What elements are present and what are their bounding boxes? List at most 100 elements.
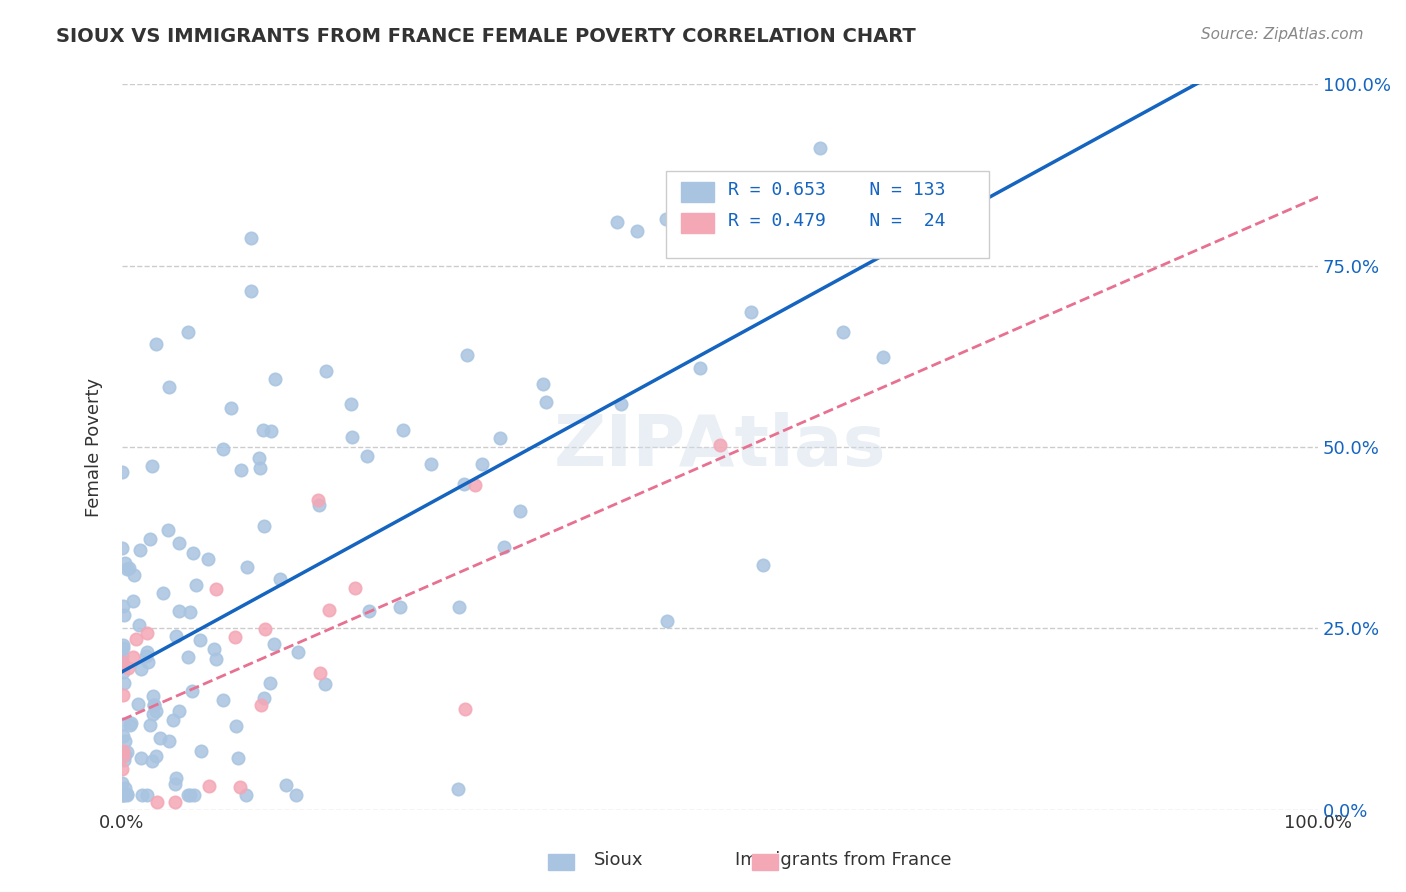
Point bbox=[314, 677, 336, 691]
Point bbox=[165, 629, 187, 643]
Point bbox=[111, 638, 134, 652]
Point bbox=[115, 745, 138, 759]
Point bbox=[212, 442, 235, 456]
Point bbox=[145, 705, 167, 719]
Point bbox=[177, 788, 200, 802]
Point bbox=[142, 698, 165, 712]
Text: R = 0.653    N = 133: R = 0.653 N = 133 bbox=[728, 180, 946, 199]
Point bbox=[488, 431, 510, 445]
Y-axis label: Female Poverty: Female Poverty bbox=[86, 377, 103, 516]
Point bbox=[139, 533, 162, 547]
Point bbox=[139, 718, 162, 732]
Point bbox=[145, 337, 167, 351]
Point bbox=[740, 305, 762, 319]
Point bbox=[141, 690, 163, 704]
Point bbox=[114, 734, 136, 748]
Point bbox=[111, 763, 134, 777]
Point bbox=[392, 423, 415, 437]
Point bbox=[117, 661, 139, 675]
Point bbox=[111, 717, 134, 731]
Point bbox=[606, 215, 628, 229]
Point bbox=[152, 586, 174, 600]
Point bbox=[156, 524, 179, 538]
Point bbox=[136, 645, 159, 659]
Point bbox=[247, 450, 270, 465]
Point bbox=[111, 776, 134, 790]
Point bbox=[388, 599, 411, 614]
Point bbox=[135, 649, 157, 664]
FancyBboxPatch shape bbox=[666, 171, 990, 259]
Point bbox=[464, 478, 486, 492]
Point bbox=[142, 698, 165, 712]
Point bbox=[249, 461, 271, 475]
Point bbox=[142, 707, 165, 722]
FancyBboxPatch shape bbox=[681, 182, 714, 202]
Point bbox=[318, 603, 340, 617]
Point bbox=[197, 552, 219, 566]
Point bbox=[263, 637, 285, 651]
Point bbox=[751, 558, 773, 572]
Point bbox=[709, 438, 731, 452]
Point bbox=[453, 477, 475, 491]
Point bbox=[141, 458, 163, 473]
Point bbox=[531, 376, 554, 391]
Point bbox=[534, 395, 557, 409]
Point bbox=[112, 753, 135, 767]
Point bbox=[111, 649, 134, 664]
Point bbox=[225, 719, 247, 733]
Point bbox=[117, 787, 139, 801]
Point bbox=[308, 498, 330, 512]
Point bbox=[128, 618, 150, 632]
Point bbox=[111, 655, 134, 669]
Point bbox=[872, 351, 894, 365]
Text: Source: ZipAtlas.com: Source: ZipAtlas.com bbox=[1201, 27, 1364, 42]
Point bbox=[832, 325, 855, 339]
Point bbox=[167, 704, 190, 718]
Point bbox=[284, 788, 307, 802]
Point bbox=[127, 698, 149, 712]
Point bbox=[165, 771, 187, 785]
Point bbox=[655, 615, 678, 629]
Point bbox=[274, 778, 297, 792]
Point bbox=[456, 348, 478, 362]
Point bbox=[145, 795, 167, 809]
Point bbox=[205, 582, 228, 596]
Point bbox=[626, 225, 648, 239]
Point bbox=[259, 676, 281, 690]
Point bbox=[115, 788, 138, 802]
Point bbox=[264, 372, 287, 386]
Point bbox=[183, 788, 205, 802]
Point bbox=[250, 698, 273, 712]
Point bbox=[340, 430, 363, 444]
Point bbox=[114, 556, 136, 570]
Point bbox=[340, 397, 363, 411]
Point bbox=[229, 780, 252, 795]
Point bbox=[122, 593, 145, 607]
Point bbox=[149, 731, 172, 745]
Point bbox=[689, 361, 711, 376]
Point bbox=[145, 749, 167, 764]
Point bbox=[141, 754, 163, 768]
Point bbox=[224, 630, 246, 644]
Point bbox=[163, 777, 186, 791]
Point bbox=[240, 284, 263, 298]
Point bbox=[121, 650, 143, 665]
Point bbox=[204, 651, 226, 665]
Point bbox=[136, 788, 159, 802]
Point bbox=[252, 423, 274, 437]
Point bbox=[111, 541, 134, 556]
Point bbox=[129, 662, 152, 676]
Point bbox=[492, 541, 515, 555]
Point bbox=[212, 693, 235, 707]
Point bbox=[509, 504, 531, 518]
Point bbox=[111, 640, 134, 655]
Point bbox=[471, 457, 494, 471]
Point bbox=[129, 751, 152, 765]
Point bbox=[254, 623, 277, 637]
Point bbox=[269, 572, 291, 586]
Point bbox=[111, 788, 134, 802]
Point bbox=[120, 718, 142, 732]
Point bbox=[112, 607, 135, 622]
Point bbox=[287, 645, 309, 659]
Point bbox=[177, 649, 200, 664]
